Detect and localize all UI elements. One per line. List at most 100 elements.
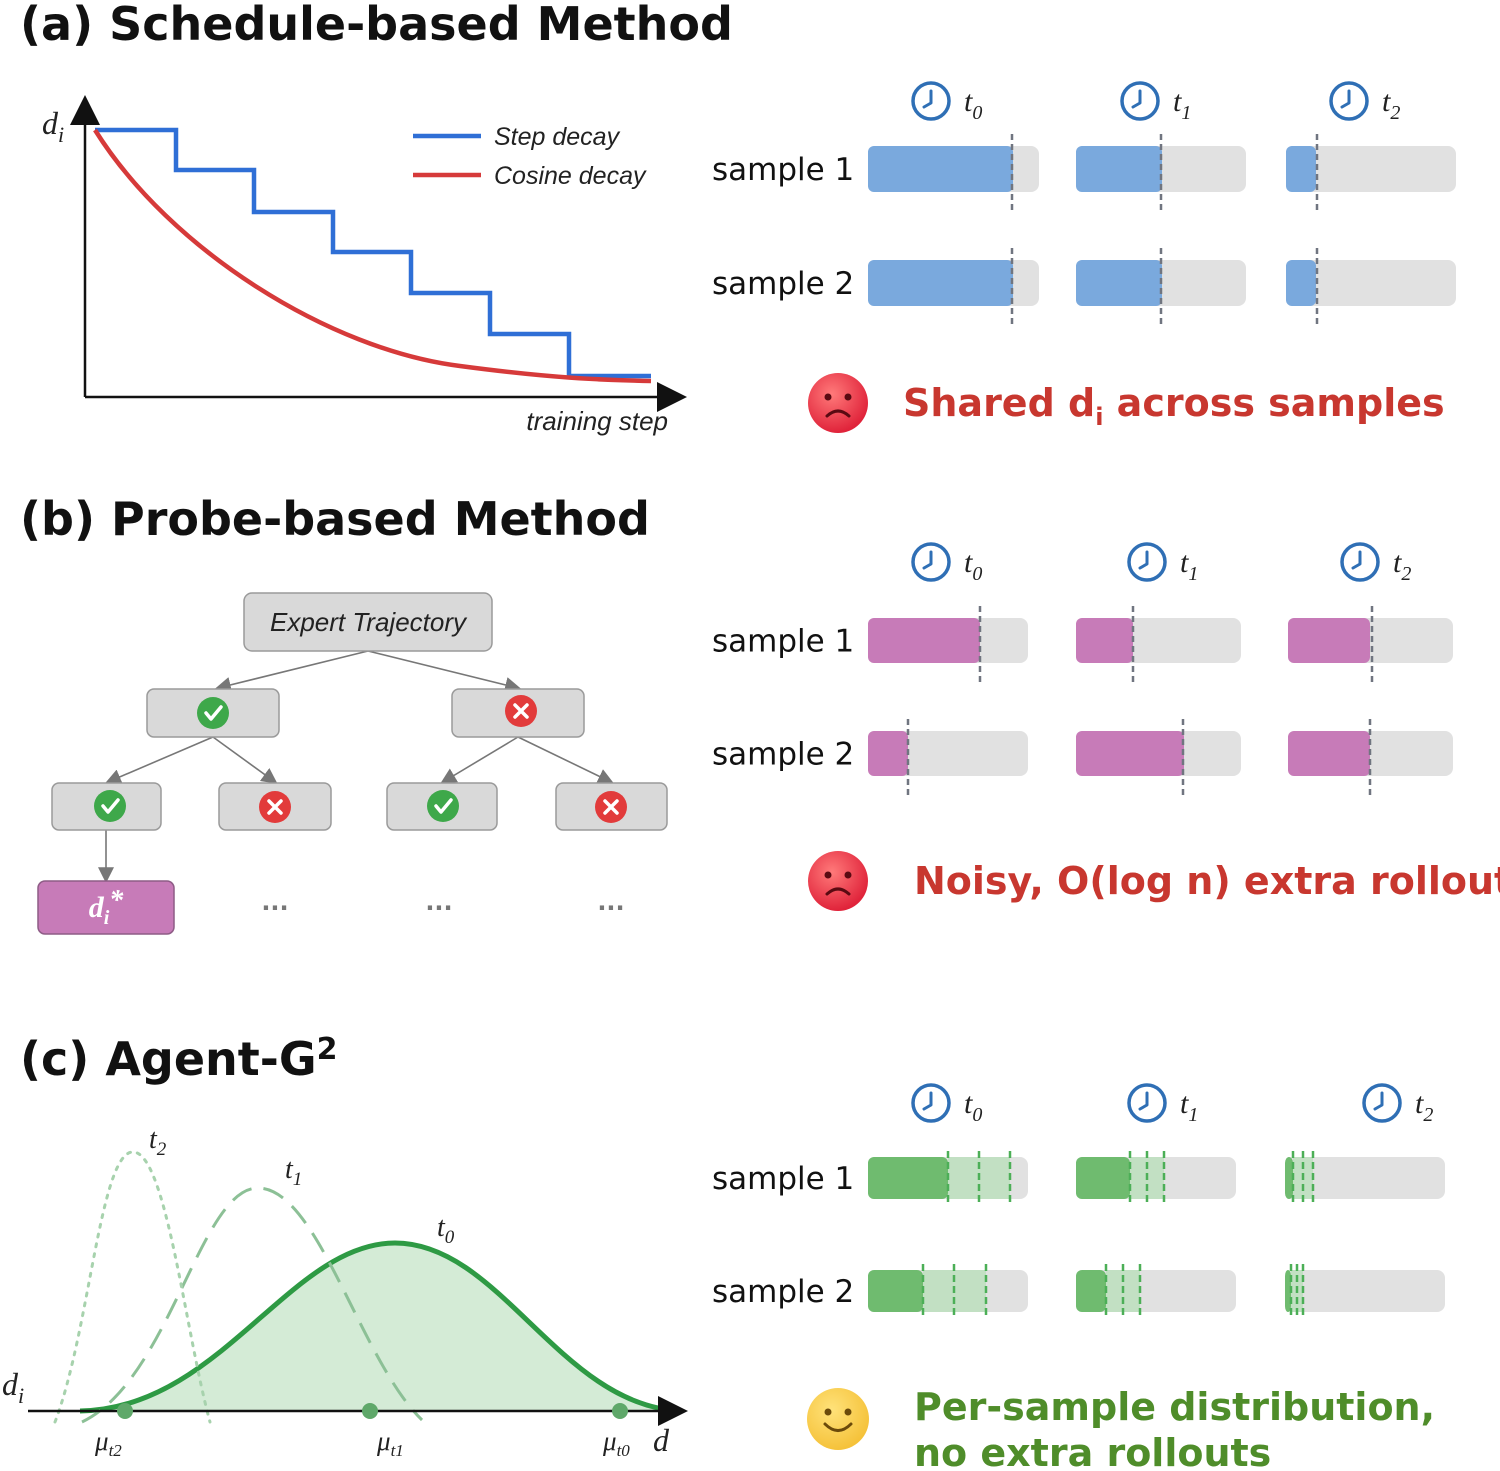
tree-result-label: di* (89, 885, 125, 929)
sample-bar-fill (1288, 618, 1370, 663)
tree-edge (212, 736, 278, 784)
sample-bar-fill (1286, 260, 1316, 306)
cross-icon (505, 695, 537, 727)
step-decay-line (95, 127, 651, 379)
t0-distribution-fill (80, 1243, 680, 1411)
mu-label-t0: μt0 (602, 1426, 630, 1460)
sample-grids: t0 t1 t2 sample 1 sample 2 t0 t1 t2 sample 1 samp… (712, 81, 1456, 1318)
sample-bar-fill (1076, 260, 1162, 306)
sample-bar-fill (868, 731, 908, 776)
panel-c-verdict-line1: Per-sample distribution, (914, 1385, 1435, 1429)
sample-label: sample 2 (712, 266, 854, 302)
sample-bar-track (1286, 260, 1456, 306)
sample-bar-fill (868, 146, 1013, 192)
sample-bar-fill (1076, 1270, 1106, 1312)
timestep-label: t0 (964, 1087, 982, 1126)
timestep-label: t2 (1393, 546, 1411, 585)
sample-label: sample 1 (712, 624, 854, 660)
sample-label: sample 1 (712, 152, 854, 188)
panel-c-title: (c) Agent-G2 (20, 1032, 338, 1086)
curve-label-t2: t2 (149, 1124, 167, 1160)
panel-b-verdict: Noisy, O(log n) extra rollouts (914, 859, 1500, 903)
legend-step-label: Step decay (494, 123, 621, 151)
timestep-label: t2 (1382, 85, 1400, 124)
timestep-label: t1 (1173, 85, 1191, 124)
panel-c-y-label: di (2, 1366, 24, 1408)
clock-icon (1329, 81, 1369, 121)
timestep-label: t1 (1180, 1087, 1198, 1126)
clock-icon (1120, 81, 1160, 121)
tree-edge (440, 736, 519, 784)
sample-bar-track (1285, 1270, 1445, 1312)
timestep-label: t2 (1415, 1087, 1433, 1126)
curve-label-t0: t0 (437, 1212, 455, 1248)
panel-b-title: (b) Probe-based Method (20, 492, 650, 546)
smile-face-icon (807, 1388, 869, 1450)
timestep-label: t0 (964, 546, 982, 585)
legend-cosine-label: Cosine decay (494, 162, 647, 190)
mu-label-t1: μt1 (376, 1426, 404, 1460)
tree-result-node (37, 880, 175, 935)
sample-bar-fill (1285, 1157, 1293, 1199)
tree-root-label: Expert Trajectory (270, 607, 468, 637)
panel-c: (c) Agent-G2 t2 t1 t0 di d μt2 μt1 μt0 (2, 1032, 1435, 1471)
clock-icon (1127, 542, 1167, 582)
sample-bar-fill (1076, 731, 1184, 776)
t1-distribution-curve (81, 1186, 424, 1424)
mu-point (612, 1403, 628, 1419)
sample-bar-fill (868, 1157, 948, 1199)
panel-b: (b) Probe-based Method Expert Trajectory (20, 492, 1500, 935)
clock-icon (1127, 1083, 1167, 1123)
sample-bar-fill (1288, 731, 1370, 776)
tree-edge (105, 736, 214, 785)
ellipsis: ... (597, 888, 624, 916)
check-icon (94, 790, 126, 822)
sample-bar-fill (1076, 618, 1133, 663)
curve-label-t1: t1 (285, 1154, 302, 1190)
t0-distribution-curve (79, 1240, 681, 1414)
sample-bar-track (1286, 146, 1456, 192)
sample-bar-fill (868, 1270, 923, 1312)
sample-bar-fill (1286, 146, 1316, 192)
sample-bar-track (1285, 1157, 1445, 1199)
mu-point (362, 1403, 378, 1419)
panel-a-title: (a) Schedule-based Method (20, 0, 733, 51)
sad-face-icon (808, 851, 868, 911)
panel-a: (a) Schedule-based Method di training st… (20, 0, 1445, 436)
clock-icon (911, 1083, 951, 1123)
timestep-label: t0 (964, 85, 982, 124)
sample-label: sample 1 (712, 1161, 854, 1197)
mu-label-t2: μt2 (94, 1426, 122, 1460)
tree-edge (517, 736, 614, 784)
ellipsis: ... (261, 888, 288, 916)
panel-a-y-label: di (42, 105, 64, 147)
sample-bar-fill (1285, 1270, 1291, 1312)
timestep-label: t1 (1180, 546, 1198, 585)
cross-icon (259, 791, 291, 823)
panel-a-x-label: training step (526, 406, 668, 436)
clock-icon (1340, 542, 1380, 582)
sad-face-icon (808, 373, 868, 433)
cross-icon (595, 791, 627, 823)
ellipsis: ... (425, 888, 452, 916)
clock-icon (1362, 1083, 1402, 1123)
sample-bar-fill (868, 618, 980, 663)
sample-label: sample 2 (712, 737, 854, 773)
check-icon (427, 790, 459, 822)
panel-c-verdict-line2: no extra rollouts (914, 1431, 1271, 1471)
check-icon (197, 697, 229, 729)
tree-root-node (243, 592, 493, 652)
mu-point (117, 1403, 133, 1419)
panel-a-verdict: Shared di across samples (903, 381, 1445, 431)
cosine-decay-line (93, 128, 652, 384)
sample-bar-fill (1076, 146, 1162, 192)
clock-icon (911, 81, 951, 121)
clock-icon (911, 542, 951, 582)
sample-bar-fill (1076, 1157, 1130, 1199)
tree-edge (367, 650, 522, 693)
sample-label: sample 2 (712, 1274, 854, 1310)
panel-c-x-label: d (653, 1422, 670, 1458)
sample-bar-fill (868, 260, 1013, 306)
tree-edge (214, 650, 369, 693)
